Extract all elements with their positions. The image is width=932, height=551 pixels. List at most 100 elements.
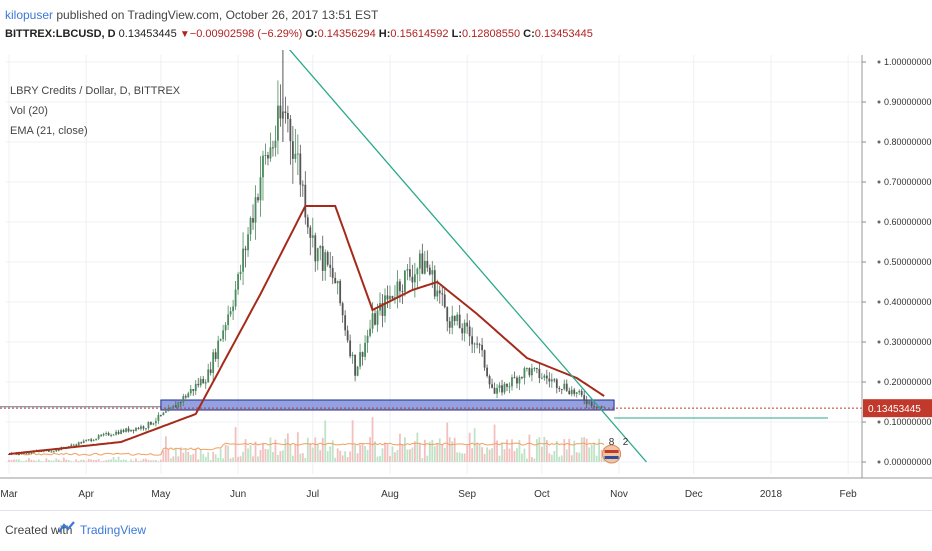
candle-body	[301, 184, 304, 186]
volume-bar	[184, 449, 187, 462]
volume-bar	[102, 460, 105, 462]
volume-bar	[254, 441, 257, 462]
volume-bar	[528, 434, 531, 462]
volume-bar	[319, 450, 322, 462]
volume-bar	[277, 454, 279, 462]
volume-bar	[381, 448, 384, 462]
volume-bar	[446, 422, 449, 462]
volume-bar	[461, 453, 464, 462]
volume-bar	[115, 459, 117, 462]
candle-body	[595, 406, 598, 408]
volume-bar	[237, 456, 239, 462]
volume-bar	[10, 460, 13, 462]
volume-ma-line	[8, 442, 605, 456]
x-tick-label: 2018	[760, 489, 783, 500]
candle-body	[157, 414, 160, 421]
high-value: 0.15614592	[390, 28, 449, 40]
y-tick-label: 0.00000000	[884, 457, 932, 467]
publisher-link[interactable]: kilopuser	[5, 8, 54, 22]
volume-bar	[436, 443, 439, 462]
volume-bar	[242, 451, 244, 462]
volume-bar	[511, 439, 513, 462]
candle-body	[553, 379, 556, 381]
y-tick-label: 0.90000000	[884, 97, 932, 107]
candle-body	[408, 269, 411, 277]
tradingview-brand[interactable]: TradingView	[80, 523, 147, 537]
volume-bar	[545, 440, 548, 462]
candle-body	[488, 376, 491, 385]
support-zone[interactable]	[0, 399, 828, 419]
volume-bar	[157, 461, 160, 462]
candle-body	[212, 352, 215, 373]
price-change: −0.00902598 (−6.29%)	[189, 28, 303, 40]
volume-bar	[80, 459, 83, 462]
volume-bar	[262, 442, 264, 462]
volume-bar	[593, 442, 596, 462]
candle-body	[291, 141, 294, 159]
event-count: 8	[609, 437, 615, 448]
candle-body	[585, 400, 588, 404]
candle-body	[508, 386, 511, 388]
candle-body	[491, 384, 493, 388]
volume-bar	[65, 459, 68, 462]
volume-bar	[396, 449, 399, 462]
candle-body	[174, 405, 177, 408]
volume-bar	[501, 442, 503, 462]
y-tick-dot	[877, 420, 881, 424]
volume-bar	[239, 456, 242, 462]
candle-body	[336, 280, 339, 284]
volume-bar	[463, 453, 466, 462]
x-tick-label: Feb	[840, 489, 858, 500]
volume-bar	[476, 443, 479, 462]
candle-body	[296, 153, 299, 155]
candle-body	[120, 430, 122, 434]
candle-body	[8, 454, 10, 455]
candle-body	[478, 344, 481, 346]
volume-bar	[394, 452, 396, 462]
volume-bar	[491, 448, 493, 462]
candle-body	[426, 260, 429, 268]
volume-bar	[286, 433, 289, 462]
volume-bar	[540, 446, 543, 462]
volume-bar	[8, 459, 10, 462]
volume-bar	[110, 459, 112, 462]
candle-body	[122, 430, 125, 432]
candle-body	[513, 377, 516, 379]
volume-bar	[361, 443, 364, 462]
candle-body	[503, 383, 506, 393]
volume-bar	[538, 437, 541, 462]
volume-bar	[369, 437, 371, 462]
candle-body	[147, 421, 150, 429]
candle-body	[339, 280, 342, 304]
high-label: H:	[378, 28, 391, 40]
volume-bar	[573, 440, 576, 462]
low-label: L:	[451, 28, 462, 40]
volume-bar	[416, 432, 419, 462]
candle-body	[264, 155, 267, 157]
volume-bar	[590, 444, 593, 462]
candle-body	[319, 246, 322, 249]
ema-line	[8, 205, 605, 455]
candle-body	[483, 350, 486, 368]
y-tick-dot	[877, 220, 881, 224]
candle-body	[396, 281, 399, 298]
volume-bar	[431, 439, 434, 462]
volume-bar	[232, 457, 234, 462]
volume-bar	[498, 455, 501, 462]
volume-bar	[585, 438, 588, 462]
candle-body	[399, 281, 401, 292]
candle-body	[548, 378, 551, 382]
volume-bar	[120, 460, 122, 462]
y-tick-dot	[877, 340, 881, 344]
volume-bar	[560, 455, 563, 462]
candle-body	[242, 248, 244, 272]
volume-bar	[107, 459, 110, 462]
volume-bar	[570, 455, 573, 462]
candle-body	[588, 401, 591, 404]
volume-bar	[47, 460, 50, 462]
chart-legend: LBRY Credits / Dollar, D, BITTREX Vol (2…	[10, 85, 181, 137]
volume-bar	[578, 452, 581, 462]
candle-body	[177, 402, 180, 408]
volume-bar	[575, 452, 578, 462]
